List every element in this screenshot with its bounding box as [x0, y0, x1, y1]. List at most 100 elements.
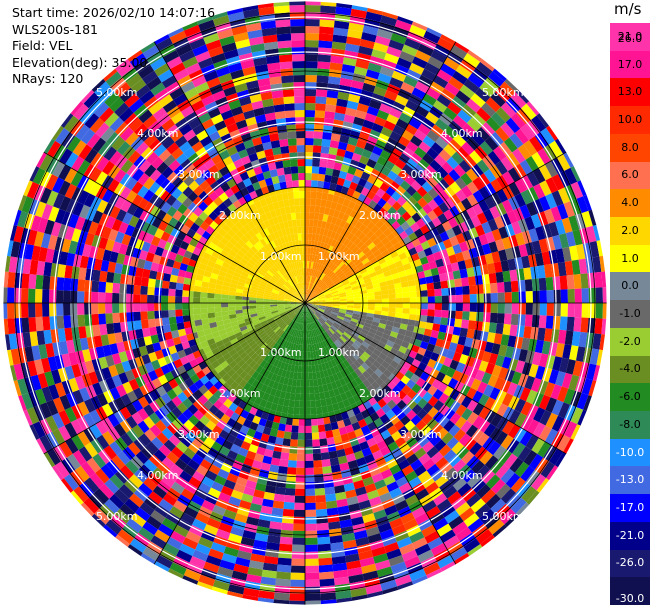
data-gate	[322, 275, 329, 283]
noise-gate	[260, 505, 273, 515]
data-gate	[318, 234, 324, 243]
noise-gate	[89, 472, 105, 489]
data-gate	[348, 277, 357, 284]
noise-gate	[72, 201, 84, 217]
noise-gate	[137, 396, 150, 409]
noise-gate	[143, 114, 158, 129]
noise-gate	[59, 196, 72, 212]
noise-gate	[521, 255, 531, 269]
noise-gate	[170, 62, 186, 76]
data-gate	[327, 253, 333, 261]
noise-gate	[369, 443, 380, 454]
noise-gate	[205, 555, 222, 567]
noise-gate	[64, 365, 75, 380]
data-gate	[316, 271, 321, 279]
noise-gate	[210, 52, 226, 65]
noise-gate	[484, 196, 496, 210]
noise-gate	[379, 413, 390, 424]
data-gate	[217, 344, 227, 352]
data-gate	[339, 219, 347, 229]
noise-gate	[292, 61, 305, 69]
data-gate	[347, 396, 356, 406]
noise-gate	[537, 148, 551, 165]
data-gate	[280, 322, 287, 330]
noise-gate	[430, 451, 444, 464]
noise-gate	[480, 534, 495, 547]
noise-gate	[272, 97, 285, 106]
noise-gate	[459, 327, 468, 338]
data-gate	[308, 291, 314, 298]
noise-gate	[168, 295, 176, 303]
noise-gate	[143, 189, 155, 202]
noise-gate	[3, 318, 9, 335]
data-gate	[198, 262, 207, 271]
noise-gate	[555, 371, 566, 387]
noise-gate	[68, 213, 80, 229]
noise-gate	[228, 496, 242, 507]
data-gate	[367, 242, 376, 251]
data-gate	[343, 230, 351, 239]
noise-gate	[441, 374, 453, 386]
noise-gate	[305, 180, 312, 188]
noise-gate	[116, 341, 126, 353]
noise-gate	[21, 317, 30, 333]
noise-gate	[422, 458, 436, 471]
data-gate	[242, 254, 251, 262]
noise-gate	[316, 522, 329, 531]
noise-gate	[438, 415, 450, 428]
noise-gate	[334, 484, 346, 494]
noise-gate	[415, 105, 430, 118]
noise-gate	[406, 196, 418, 207]
data-gate	[315, 226, 322, 235]
data-gate	[311, 365, 316, 373]
noise-gate	[182, 398, 193, 409]
noise-gate	[481, 351, 492, 363]
noise-gate	[455, 527, 472, 542]
data-gate	[239, 274, 248, 281]
data-gate	[375, 241, 385, 250]
noise-gate	[518, 243, 529, 258]
noise-gate	[105, 282, 114, 293]
data-gate	[296, 351, 300, 359]
data-gate	[239, 370, 248, 380]
noise-gate	[394, 158, 407, 170]
noise-gate	[452, 351, 462, 363]
data-gate	[270, 303, 278, 305]
data-gate	[344, 313, 353, 319]
data-gate	[294, 329, 298, 337]
data-gate	[339, 296, 347, 300]
noise-gate	[183, 464, 197, 477]
data-gate	[344, 340, 352, 348]
noise-gate	[286, 124, 296, 132]
noise-gate	[143, 260, 153, 271]
noise-gate	[316, 82, 329, 91]
data-gate	[317, 308, 325, 312]
noise-gate	[379, 492, 393, 503]
noise-gate	[172, 336, 182, 346]
noise-gate	[295, 131, 305, 139]
noise-gate	[127, 50, 143, 62]
noise-gate	[526, 101, 540, 116]
data-gate	[327, 329, 334, 336]
noise-gate	[428, 336, 438, 346]
noise-gate	[352, 190, 361, 200]
noise-gate	[162, 273, 171, 282]
noise-gate	[439, 324, 448, 333]
noise-gate	[195, 447, 208, 459]
noise-gate	[89, 182, 102, 197]
noise-gate	[109, 474, 124, 489]
data-gate	[312, 276, 317, 284]
noise-gate	[243, 486, 256, 497]
noise-gate	[538, 394, 551, 410]
valid-data-gates	[189, 187, 421, 419]
data-gate	[370, 224, 380, 234]
data-gate	[401, 286, 410, 293]
data-gate	[218, 270, 227, 278]
data-gate	[387, 245, 396, 254]
noise-gate	[146, 50, 163, 65]
data-gate	[283, 316, 290, 322]
noise-gate	[465, 424, 479, 438]
noise-gate	[262, 426, 272, 436]
noise-gate	[187, 442, 200, 454]
noise-gate	[571, 331, 581, 347]
